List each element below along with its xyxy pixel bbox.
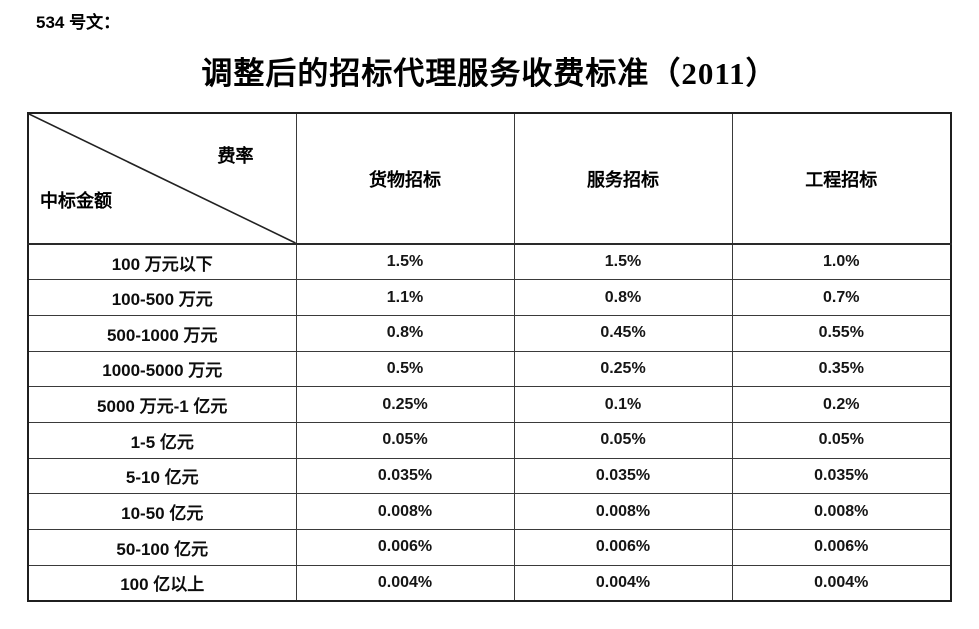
- table-row: 50-100 亿元 0.006% 0.006% 0.006%: [27, 529, 952, 566]
- rate-value: 0.004%: [731, 564, 952, 602]
- table-row: 100 万元以下 1.5% 1.5% 1.0%: [27, 243, 952, 281]
- amount-range-label: 100-500 万元: [27, 279, 297, 316]
- amount-range-label: 50-100 亿元: [27, 529, 297, 566]
- rate-value: 0.45%: [513, 314, 733, 352]
- rate-value: 0.5%: [295, 350, 515, 388]
- rate-value: 0.035%: [513, 457, 733, 495]
- rate-value: 1.5%: [295, 243, 515, 281]
- table-header-row: 费率 中标金额 货物招标 服务招标 工程招标: [27, 112, 952, 245]
- page-title: 调整后的招标代理服务收费标准（2011）: [201, 56, 778, 91]
- rate-value: 0.008%: [731, 493, 952, 530]
- rate-value: 0.7%: [731, 279, 952, 316]
- amount-range-label: 100 万元以下: [27, 243, 297, 281]
- amount-range-label: 1-5 亿元: [27, 421, 297, 459]
- rate-value: 0.25%: [295, 386, 515, 423]
- column-header-goods: 货物招标: [295, 112, 515, 245]
- rate-value: 0.8%: [295, 314, 515, 352]
- rate-value: 0.05%: [513, 421, 733, 459]
- rate-value: 0.006%: [295, 529, 515, 566]
- fee-rate-table: 费率 中标金额 货物招标 服务招标 工程招标 100 万元以下 1.5% 1.5% 1…: [27, 112, 952, 602]
- diagonal-corner-cell: 费率 中标金额: [27, 112, 297, 245]
- amount-range-label: 1000-5000 万元: [27, 350, 297, 388]
- rate-value: 0.035%: [295, 457, 515, 495]
- table-row: 500-1000 万元 0.8% 0.45% 0.55%: [27, 314, 952, 352]
- table-row: 1-5 亿元 0.05% 0.05% 0.05%: [27, 421, 952, 459]
- rate-value: 0.004%: [295, 564, 515, 602]
- amount-range-label: 5000 万元-1 亿元: [27, 386, 297, 423]
- diagonal-line: [29, 114, 296, 243]
- table-row: 5000 万元-1 亿元 0.25% 0.1% 0.2%: [27, 386, 952, 423]
- rate-value: 0.008%: [513, 493, 733, 530]
- amount-range-label: 10-50 亿元: [27, 493, 297, 530]
- rate-value: 0.035%: [731, 457, 952, 495]
- rate-value: 0.1%: [513, 386, 733, 423]
- corner-label-amount: 中标金额: [40, 191, 112, 211]
- column-header-engineering: 工程招标: [731, 112, 952, 245]
- column-header-service: 服务招标: [513, 112, 733, 245]
- rate-value: 0.05%: [295, 421, 515, 459]
- doc-number-label: 534 号文：: [36, 13, 121, 32]
- rate-value: 0.25%: [513, 350, 733, 388]
- rate-value: 0.8%: [513, 279, 733, 316]
- table-row: 5-10 亿元 0.035% 0.035% 0.035%: [27, 457, 952, 495]
- table-row: 100-500 万元 1.1% 0.8% 0.7%: [27, 279, 952, 316]
- corner-label-rate: 费率: [217, 146, 254, 166]
- rate-value: 0.35%: [731, 350, 952, 388]
- rate-value: 0.05%: [731, 421, 952, 459]
- table-row: 1000-5000 万元 0.5% 0.25% 0.35%: [27, 350, 952, 388]
- rate-value: 0.004%: [513, 564, 733, 602]
- rate-value: 0.2%: [731, 386, 952, 423]
- amount-range-label: 5-10 亿元: [27, 457, 297, 495]
- table-row: 100 亿以上 0.004% 0.004% 0.004%: [27, 564, 952, 602]
- fee-table-body: 100 万元以下 1.5% 1.5% 1.0% 100-500 万元 1.1% 0.8% 0.…: [27, 243, 952, 602]
- rate-value: 1.0%: [731, 243, 952, 281]
- amount-range-label: 500-1000 万元: [27, 314, 297, 352]
- rate-value: 1.1%: [295, 279, 515, 316]
- rate-value: 1.5%: [513, 243, 733, 281]
- amount-range-label: 100 亿以上: [27, 564, 297, 602]
- table-row: 10-50 亿元 0.008% 0.008% 0.008%: [27, 493, 952, 530]
- rate-value: 0.008%: [295, 493, 515, 530]
- rate-value: 0.006%: [513, 529, 733, 566]
- rate-value: 0.55%: [731, 314, 952, 352]
- rate-value: 0.006%: [731, 529, 952, 566]
